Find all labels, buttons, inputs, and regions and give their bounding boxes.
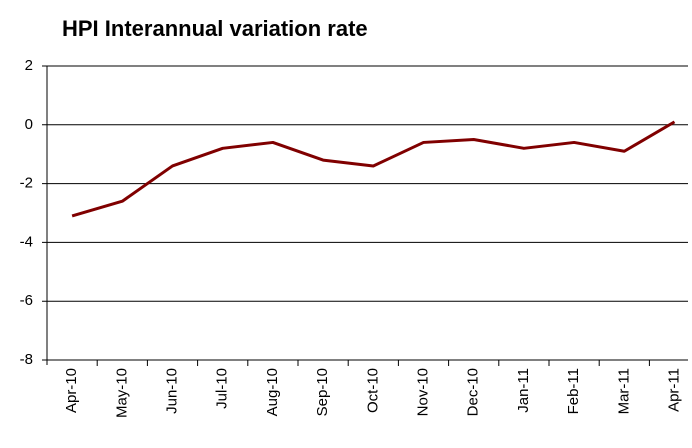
y-tick-label: -4 [20, 233, 33, 250]
x-tick-label: Oct-10 [364, 368, 381, 413]
line-series [71, 120, 676, 218]
x-tick-label: Sep-10 [314, 368, 331, 416]
y-tick-label: -2 [20, 175, 33, 192]
x-tick-label: Feb-11 [565, 368, 582, 414]
x-tick-label: Mar-11 [615, 368, 632, 414]
chart-title: HPI Interannual variation rate [62, 16, 368, 41]
x-tick-label: Jul-10 [214, 368, 231, 409]
x-tick-label: Aug-10 [264, 368, 281, 416]
y-tick-label: 0 [25, 116, 33, 133]
x-tick-label: Nov-10 [414, 368, 431, 416]
x-tick-label: Apr-11 [665, 368, 682, 412]
x-tick-label: Jun-10 [163, 368, 180, 414]
x-tick-label: Apr-10 [63, 368, 80, 413]
x-tick-label: Jan-11 [515, 368, 532, 413]
y-tick-label: 2 [25, 57, 33, 74]
x-tick-label: Dec-10 [465, 368, 482, 416]
y-tick-label: -6 [20, 292, 33, 309]
x-tick-label: May-10 [113, 368, 130, 418]
y-tick-label: -8 [20, 351, 33, 368]
